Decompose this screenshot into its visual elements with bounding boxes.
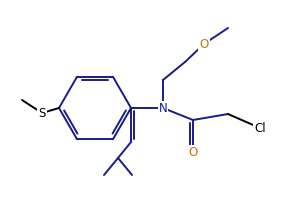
Text: O: O (199, 37, 209, 50)
Text: S: S (38, 107, 46, 119)
Text: O: O (189, 145, 198, 158)
Text: N: N (159, 102, 167, 115)
Text: Cl: Cl (254, 122, 266, 135)
